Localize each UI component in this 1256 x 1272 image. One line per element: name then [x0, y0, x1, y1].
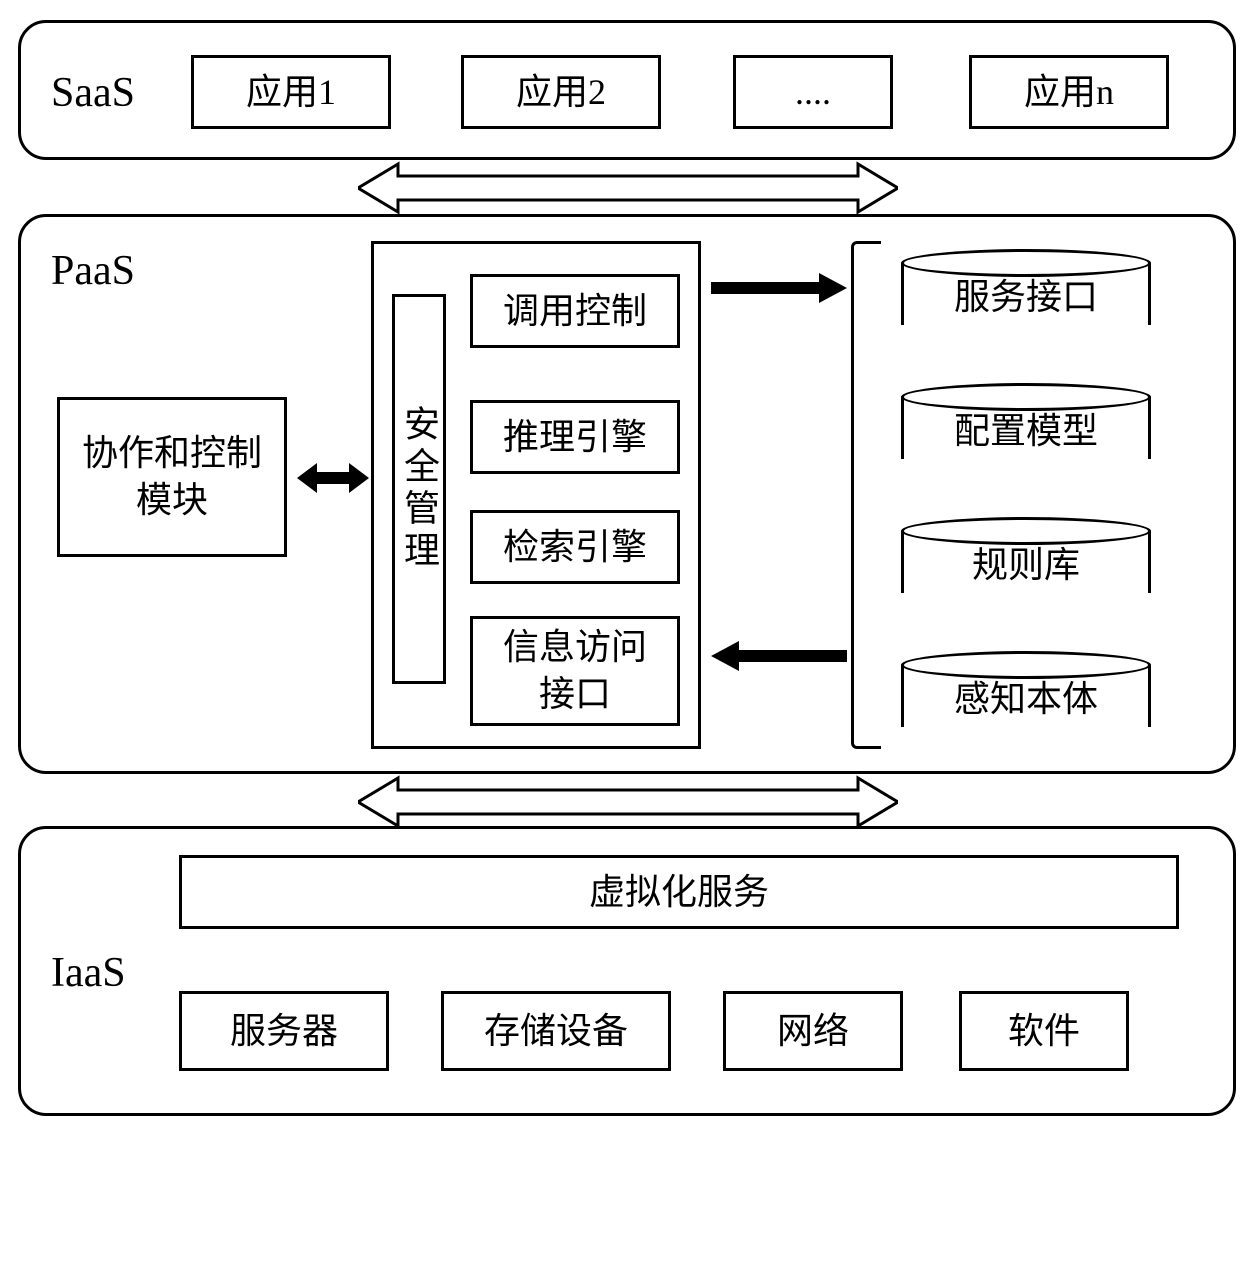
saas-app-2: 应用2 — [461, 55, 661, 129]
search-engine-text: 检索引擎 — [503, 524, 647, 571]
iaas-server-box: 服务器 — [179, 991, 389, 1071]
db-perception-ontology: 感知本体 — [901, 651, 1151, 741]
iaas-network-text: 网络 — [777, 1008, 849, 1055]
saas-app-1: 应用1 — [191, 55, 391, 129]
saas-app-ellipsis: .... — [733, 55, 893, 129]
iaas-server-text: 服务器 — [230, 1008, 338, 1055]
arrow-center-to-db — [711, 271, 847, 305]
arrow-collab-center — [297, 461, 369, 495]
iaas-storage-text: 存储设备 — [484, 1008, 628, 1055]
call-control-box: 调用控制 — [470, 274, 680, 348]
collab-control-text: 协作和控制 模块 — [82, 430, 262, 524]
arrow-paas-iaas — [358, 774, 898, 830]
paas-label: PaaS — [51, 247, 135, 295]
db-rule-base: 规则库 — [901, 517, 1151, 607]
call-control-text: 调用控制 — [503, 288, 647, 335]
saas-app-2-text: 应用2 — [516, 69, 606, 116]
collab-control-box: 协作和控制 模块 — [57, 397, 287, 557]
inference-engine-text: 推理引擎 — [503, 414, 647, 461]
saas-label: SaaS — [51, 69, 135, 117]
virtualization-text: 虚拟化服务 — [589, 869, 769, 916]
inference-engine-box: 推理引擎 — [470, 400, 680, 474]
center-panel: 安全管理 调用控制 推理引擎 检索引擎 信息访问 接口 — [371, 241, 701, 749]
db-service-interface: 服务接口 — [901, 249, 1151, 339]
db-config-model: 配置模型 — [901, 383, 1151, 473]
iaas-software-box: 软件 — [959, 991, 1129, 1071]
paas-layer: PaaS 协作和控制 模块 安全管理 调用控制 推理引擎 检索引擎 信息访问 接… — [18, 214, 1236, 774]
iaas-label: IaaS — [51, 949, 126, 997]
center-panel-wrapper: 安全管理 调用控制 推理引擎 检索引擎 信息访问 接口 — [371, 241, 701, 749]
arrow-db-to-center — [711, 639, 847, 673]
iaas-storage-box: 存储设备 — [441, 991, 671, 1071]
info-access-box: 信息访问 接口 — [470, 616, 680, 726]
arrow-saas-paas — [358, 160, 898, 216]
iaas-layer: IaaS 虚拟化服务 服务器 存储设备 网络 软件 — [18, 826, 1236, 1116]
iaas-software-text: 软件 — [1008, 1008, 1080, 1055]
info-access-text: 信息访问 接口 — [503, 624, 647, 718]
saas-layer: SaaS 应用1 应用2 .... 应用n — [18, 20, 1236, 160]
search-engine-box: 检索引擎 — [470, 510, 680, 584]
virtualization-box: 虚拟化服务 — [179, 855, 1179, 929]
saas-app-n-text: 应用n — [1024, 69, 1114, 116]
security-mgmt-box: 安全管理 — [392, 294, 446, 684]
iaas-network-box: 网络 — [723, 991, 903, 1071]
saas-app-n: 应用n — [969, 55, 1169, 129]
db-bracket — [851, 241, 881, 749]
security-mgmt-text: 安全管理 — [393, 405, 445, 573]
saas-app-ellipsis-text: .... — [795, 69, 831, 116]
saas-app-1-text: 应用1 — [246, 69, 336, 116]
